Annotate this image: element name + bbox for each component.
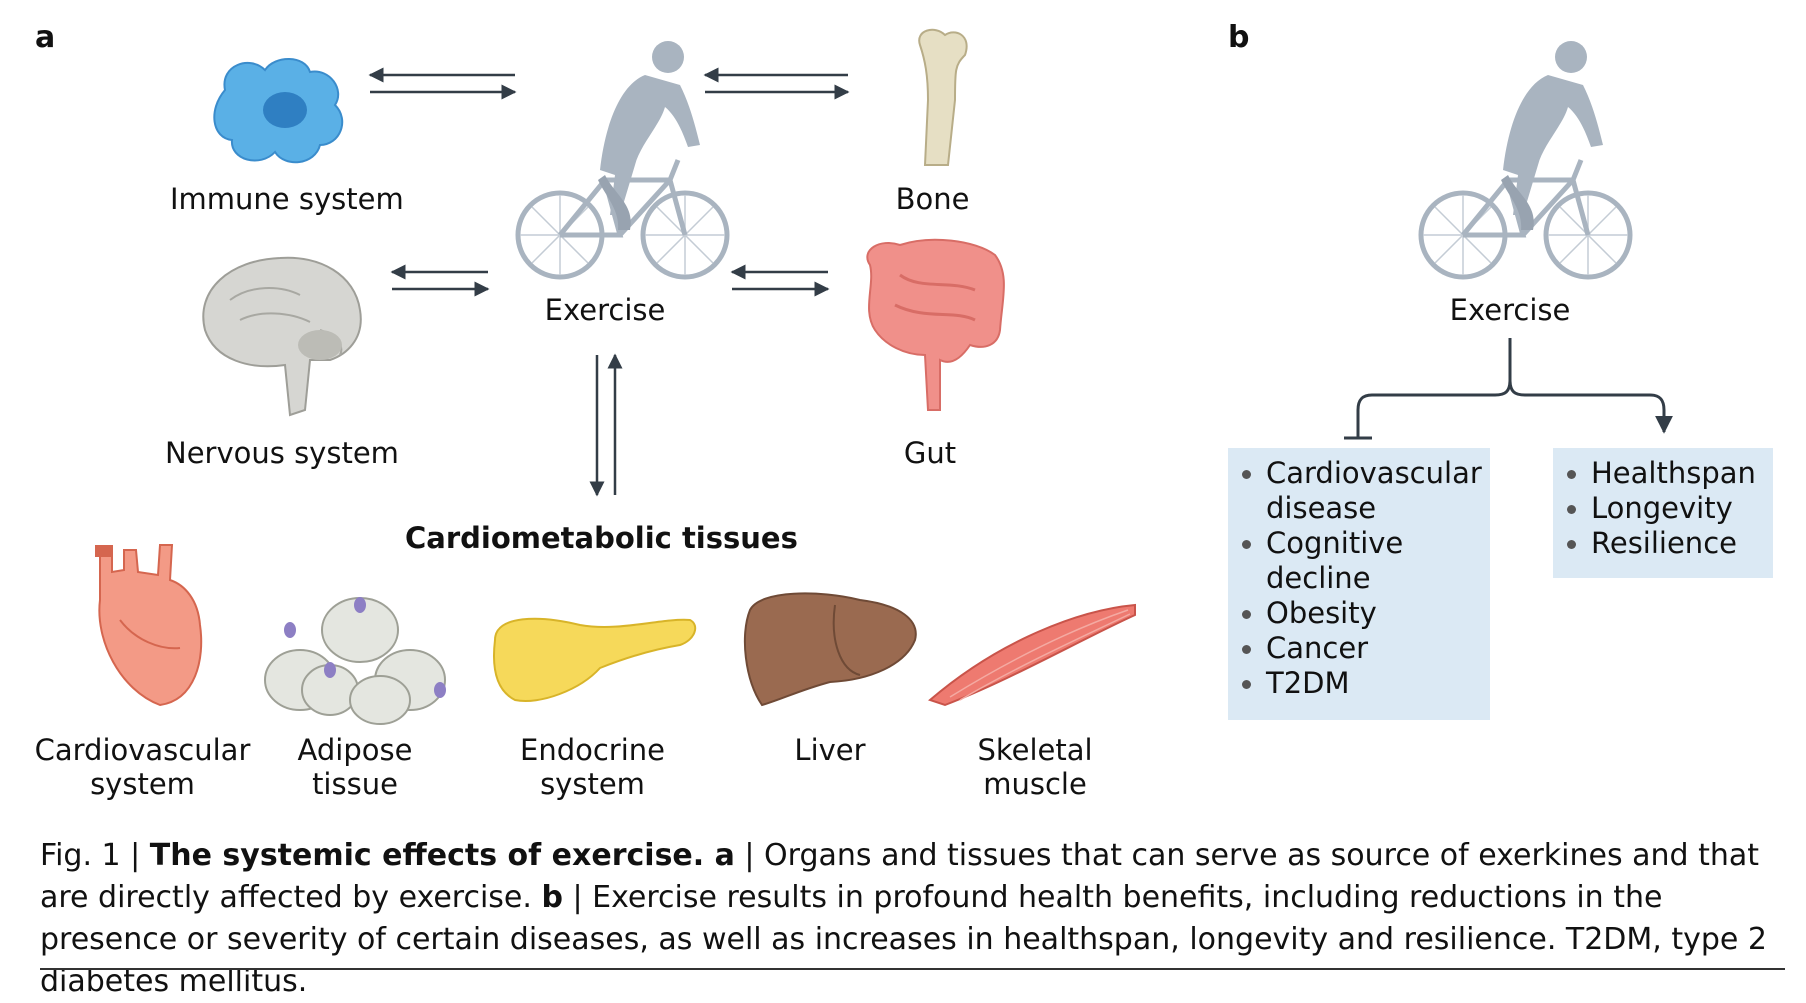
adipose-icon <box>264 597 446 725</box>
caption-rule <box>40 968 1785 970</box>
immune-cell-icon <box>213 58 344 164</box>
increased-benefits-box: Healthspan Longevity Resilience <box>1553 448 1773 578</box>
branch-connector <box>1344 338 1673 440</box>
bone-icon <box>918 28 968 166</box>
heart-icon <box>95 544 203 707</box>
cyclist-icon-a <box>518 41 727 277</box>
figure-illustrations <box>95 28 1673 725</box>
reduced-conditions-box: Cardiovascular disease Cognitive decline O… <box>1228 448 1490 720</box>
label-exercise-b: Exercise <box>1449 293 1571 327</box>
cyclist-icon-b <box>1421 41 1630 277</box>
label-liver: Liver <box>794 733 866 767</box>
list-item: Cancer <box>1228 631 1490 666</box>
gut-icon <box>866 238 1005 411</box>
list-item: Cardiovascular disease <box>1228 456 1490 526</box>
list-item: Longevity <box>1553 491 1773 526</box>
brain-icon <box>202 256 362 417</box>
exchange-arrows <box>368 67 850 497</box>
panel-a-label: a <box>35 20 56 55</box>
figure-caption: Fig. 1 | The systemic effects of exercis… <box>40 838 1768 999</box>
muscle-icon <box>928 603 1136 707</box>
label-skeletal-muscle: Skeletal muscle <box>977 733 1093 801</box>
label-immune-system: Immune system <box>170 182 404 216</box>
list-item: Obesity <box>1228 596 1490 631</box>
label-gut: Gut <box>903 436 957 470</box>
label-cardiometabolic-tissues: Cardiometabolic tissues <box>405 521 798 555</box>
label-endocrine-system: Endocrine system <box>520 733 665 801</box>
label-bone: Bone <box>895 182 970 216</box>
label-exercise-a: Exercise <box>544 293 666 327</box>
panel-b-label: b <box>1228 20 1250 55</box>
list-item: Cognitive decline <box>1228 526 1490 596</box>
label-adipose-tissue: Adipose tissue <box>297 733 413 801</box>
label-cardiovascular-system: Cardiovascular system <box>34 733 251 801</box>
list-item: Resilience <box>1553 526 1773 561</box>
pancreas-icon <box>493 617 697 702</box>
list-item: Healthspan <box>1553 456 1773 491</box>
list-item: T2DM <box>1228 666 1490 701</box>
label-nervous-system: Nervous system <box>165 436 399 470</box>
liver-icon <box>743 592 917 707</box>
